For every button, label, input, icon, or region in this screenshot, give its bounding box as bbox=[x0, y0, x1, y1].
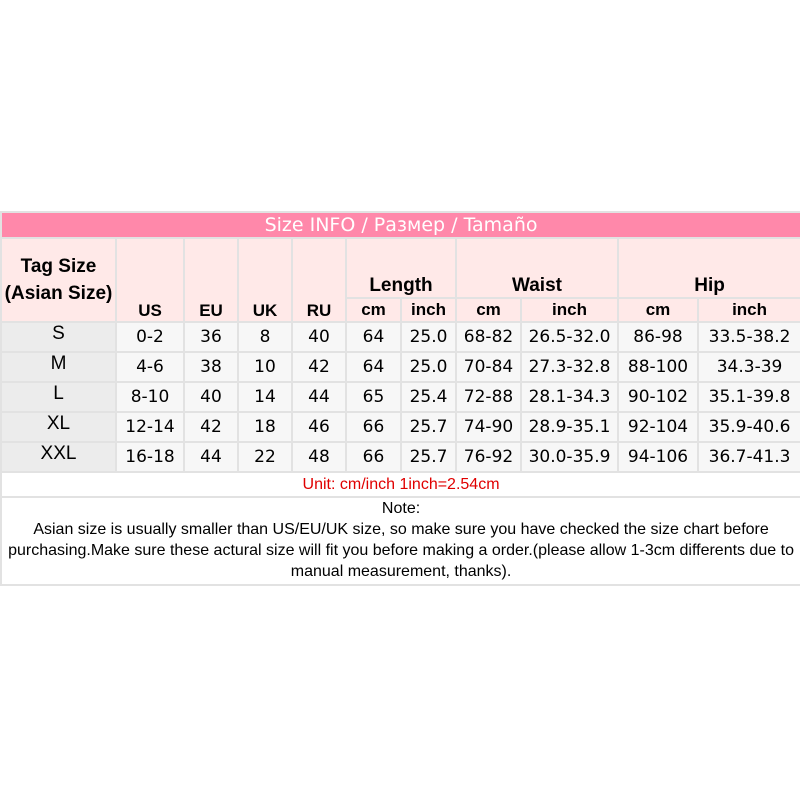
table-title: Size INFO / Размер / Tamaño bbox=[0, 211, 800, 239]
size-value: 0-2 bbox=[115, 321, 185, 353]
header-waist: Waist bbox=[455, 237, 619, 299]
size-value: 40 bbox=[183, 381, 239, 413]
size-value: 14 bbox=[237, 381, 293, 413]
size-value: 90-102 bbox=[617, 381, 699, 413]
size-value: 44 bbox=[183, 441, 239, 473]
size-value: 35.1-39.8 bbox=[696, 381, 800, 413]
header-waist-cm: cm bbox=[455, 297, 522, 323]
size-value: 88-100 bbox=[617, 351, 699, 383]
note-label: Note: bbox=[381, 500, 421, 517]
size-value: 65 bbox=[345, 381, 402, 413]
header-hip: Hip bbox=[616, 237, 800, 299]
header-eu: EU bbox=[183, 237, 239, 323]
size-value: 36 bbox=[183, 321, 239, 353]
header-waist-inch: inch bbox=[520, 297, 619, 323]
size-value: 34.3-39 bbox=[696, 351, 800, 383]
table-row: XXL 16-18 44 22 48 66 25.7 76-92 30.0-35.9 94-106… bbox=[0, 441, 800, 473]
size-value: 76-92 bbox=[455, 441, 522, 473]
size-value: 18 bbox=[237, 411, 293, 443]
size-label: XXL bbox=[0, 441, 117, 473]
size-value: 48 bbox=[291, 441, 347, 473]
size-value: 92-104 bbox=[617, 411, 699, 443]
table-row: L 8-10 40 14 44 65 25.4 72-88 28.1-34.3 90-102 35.… bbox=[0, 381, 800, 413]
header-tag-size: Tag Size (Asian Size) bbox=[0, 237, 117, 323]
note-cell: Note: Asian size is usually smaller than… bbox=[0, 496, 800, 586]
size-value: 72-88 bbox=[455, 381, 522, 413]
size-value: 64 bbox=[345, 351, 402, 383]
size-value: 26.5-32.0 bbox=[520, 321, 619, 353]
size-value: 44 bbox=[291, 381, 347, 413]
size-value: 16-18 bbox=[115, 441, 185, 473]
size-value: 10 bbox=[237, 351, 293, 383]
size-value: 25.4 bbox=[400, 381, 457, 413]
table-row: S 0-2 36 8 40 64 25.0 68-82 26.5-32.0 86-98 33.5-3… bbox=[0, 321, 800, 353]
size-value: 74-90 bbox=[455, 411, 522, 443]
size-value: 27.3-32.8 bbox=[520, 351, 619, 383]
header-length-cm: cm bbox=[345, 297, 402, 323]
unit-note: Unit: cm/inch 1inch=2.54cm bbox=[0, 471, 800, 498]
header-length-inch: inch bbox=[400, 297, 457, 323]
table-row: M 4-6 38 10 42 64 25.0 70-84 27.3-32.8 88-100 34.3… bbox=[0, 351, 800, 383]
size-label: M bbox=[0, 351, 117, 383]
size-value: 25.0 bbox=[400, 321, 457, 353]
size-value: 12-14 bbox=[115, 411, 185, 443]
size-value: 40 bbox=[291, 321, 347, 353]
size-value: 35.9-40.6 bbox=[696, 411, 800, 443]
header-hip-inch: inch bbox=[696, 297, 800, 323]
size-chart-table: Size INFO / Размер / Tamaño Tag Size (As… bbox=[0, 211, 800, 586]
size-value: 70-84 bbox=[455, 351, 522, 383]
size-value: 30.0-35.9 bbox=[520, 441, 619, 473]
size-value: 38 bbox=[183, 351, 239, 383]
size-value: 42 bbox=[291, 351, 347, 383]
size-value: 25.0 bbox=[400, 351, 457, 383]
size-value: 68-82 bbox=[455, 321, 522, 353]
size-value: 8-10 bbox=[115, 381, 185, 413]
size-value: 46 bbox=[291, 411, 347, 443]
header-ru: RU bbox=[291, 237, 347, 323]
header-hip-cm: cm bbox=[617, 297, 699, 323]
header-uk: UK bbox=[237, 237, 293, 323]
size-value: 36.7-41.3 bbox=[696, 441, 800, 473]
size-value: 66 bbox=[345, 441, 402, 473]
size-label: XL bbox=[0, 411, 117, 443]
size-value: 94-106 bbox=[617, 441, 699, 473]
size-label: S bbox=[0, 321, 117, 353]
header-length: Length bbox=[345, 237, 457, 299]
note-text: Asian size is usually smaller than US/EU… bbox=[8, 521, 794, 580]
size-value: 28.9-35.1 bbox=[520, 411, 619, 443]
size-value: 8 bbox=[237, 321, 293, 353]
header-us: US bbox=[115, 237, 185, 323]
size-value: 64 bbox=[345, 321, 402, 353]
size-value: 42 bbox=[183, 411, 239, 443]
size-value: 22 bbox=[237, 441, 293, 473]
table-row: XL 12-14 42 18 46 66 25.7 74-90 28.9-35.1 92-104 3… bbox=[0, 411, 800, 443]
size-value: 33.5-38.2 bbox=[696, 321, 800, 353]
size-value: 66 bbox=[345, 411, 402, 443]
size-value: 25.7 bbox=[400, 411, 457, 443]
size-value: 4-6 bbox=[115, 351, 185, 383]
size-value: 86-98 bbox=[617, 321, 699, 353]
size-value: 25.7 bbox=[400, 441, 457, 473]
size-label: L bbox=[0, 381, 117, 413]
size-value: 28.1-34.3 bbox=[520, 381, 619, 413]
